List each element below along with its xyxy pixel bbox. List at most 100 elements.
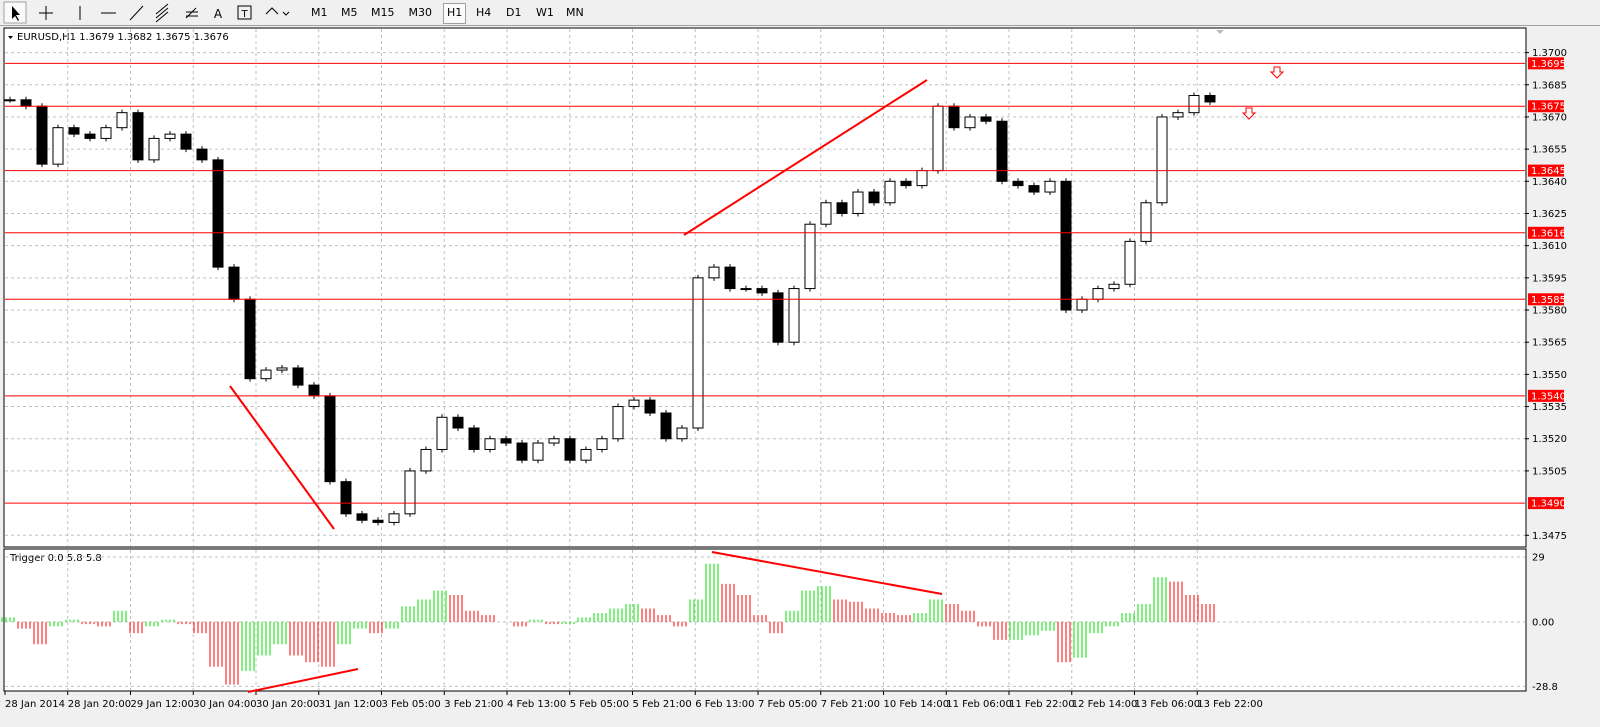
- level-badge: [1528, 100, 1564, 113]
- time-label: 11 Feb 22:00: [1009, 699, 1075, 710]
- y-tick-label: 1.3565: [1532, 338, 1567, 349]
- candle: [260, 369, 272, 380]
- candle: [324, 395, 336, 483]
- trend-line: [683, 79, 928, 236]
- label-box: [237, 5, 252, 20]
- marks: 28 Jan 2014 28 Jan 20:00 29 Jan 12:00 30 Ja…: [1, 29, 1567, 710]
- timeframe-button[interactable]: W1: [536, 6, 554, 19]
- candle: [292, 367, 304, 386]
- time-label: 5 Feb 05:00: [570, 699, 629, 710]
- candle: [676, 427, 688, 440]
- candle: [532, 442, 544, 461]
- time-label: 4 Feb 13:00: [507, 699, 566, 710]
- cursor-icon: [12, 6, 20, 21]
- candle: [884, 180, 896, 204]
- level-label: 1.3695: [1531, 59, 1566, 70]
- candle: [772, 292, 784, 343]
- timeframe-button[interactable]: H4: [476, 6, 492, 19]
- level-badge: [1528, 226, 1564, 239]
- timeframe-button[interactable]: M30: [408, 6, 433, 19]
- level-label: 1.3645: [1531, 166, 1566, 177]
- time-label: 30 Jan 20:00: [256, 699, 319, 710]
- time-label: 7 Feb 21:00: [821, 699, 880, 710]
- candle: [820, 202, 832, 225]
- candle: [180, 133, 192, 150]
- candle: [84, 133, 96, 139]
- candle: [852, 191, 864, 214]
- candle: [1188, 95, 1200, 114]
- y-tick-label: 1.3700: [1532, 48, 1567, 59]
- y-tick-label: 1.3595: [1532, 273, 1567, 284]
- candle: [276, 367, 288, 371]
- candle: [996, 120, 1008, 182]
- timeframe-button[interactable]: H1: [443, 3, 467, 24]
- candle: [1060, 180, 1072, 311]
- candle: [404, 470, 416, 515]
- timeframe-button[interactable]: D1: [506, 6, 522, 19]
- candle: [388, 513, 400, 523]
- candle: [308, 384, 320, 397]
- candle: [436, 416, 448, 450]
- candle: [564, 438, 576, 461]
- timeframe-button[interactable]: M5: [341, 6, 358, 19]
- candle: [1172, 112, 1184, 118]
- time-label: 30 Jan 04:00: [193, 699, 256, 710]
- candle: [692, 277, 704, 429]
- candle: [1044, 180, 1056, 193]
- time-label: 28 Jan 2014: [5, 699, 65, 710]
- sell-arrow: [1241, 107, 1257, 120]
- candle: [484, 438, 496, 450]
- candle: [196, 148, 208, 161]
- candle: [132, 112, 144, 161]
- fibo-icon[interactable]: [185, 7, 198, 19]
- time-label: 31 Jan 12:00: [319, 699, 382, 710]
- candle: [1140, 202, 1152, 242]
- y-tick-label: 0.00: [1532, 617, 1554, 628]
- channel-icon[interactable]: [155, 3, 169, 23]
- shapes-icon[interactable]: [265, 7, 290, 16]
- candle: [1028, 185, 1040, 193]
- timeframe-button[interactable]: M15: [371, 6, 395, 19]
- time-label: 12 Feb 14:00: [1072, 699, 1138, 710]
- candle: [900, 180, 912, 187]
- level-label: 1.3540: [1531, 391, 1566, 402]
- time-label: 5 Feb 21:00: [633, 699, 692, 710]
- candle: [148, 137, 160, 161]
- candle: [420, 448, 432, 472]
- trend-line: [229, 385, 335, 530]
- candle: [548, 438, 560, 444]
- candle: [372, 519, 384, 523]
- y-tick-label: 1.3505: [1532, 466, 1567, 477]
- candle: [756, 288, 768, 294]
- y-tick-label: 1.3685: [1532, 80, 1567, 91]
- candle: [740, 288, 752, 291]
- candle: [468, 427, 480, 450]
- trendline-icon[interactable]: [129, 5, 144, 21]
- timeframe-button[interactable]: MN: [566, 6, 584, 19]
- time-label: 10 Feb 14:00: [884, 699, 950, 710]
- crosshair-icon[interactable]: [39, 6, 53, 20]
- candle: [836, 202, 848, 214]
- symbol-header: EURUSD,H1 1.3679 1.3682 1.3675 1.3676: [17, 32, 229, 43]
- level-badge: [1528, 497, 1564, 510]
- shift-marker: [1216, 30, 1224, 34]
- text-tool[interactable]: A: [214, 7, 223, 21]
- candle: [1092, 288, 1104, 300]
- candle: [660, 412, 672, 440]
- main-panel: [3, 27, 1527, 548]
- level-badge: [1528, 57, 1564, 70]
- candle: [68, 127, 80, 135]
- time-label: 3 Feb 05:00: [382, 699, 441, 710]
- level-badge: [1528, 164, 1564, 177]
- candle: [1108, 283, 1120, 290]
- candle: [164, 133, 176, 139]
- candle: [1076, 298, 1088, 311]
- candle: [980, 116, 992, 122]
- level-badge: [1528, 389, 1564, 402]
- label-tool[interactable]: T: [240, 9, 248, 20]
- timeframe-button[interactable]: M1: [311, 6, 328, 19]
- candle: [340, 481, 352, 515]
- y-tick-label: 1.3475: [1532, 531, 1567, 542]
- candle: [916, 170, 928, 187]
